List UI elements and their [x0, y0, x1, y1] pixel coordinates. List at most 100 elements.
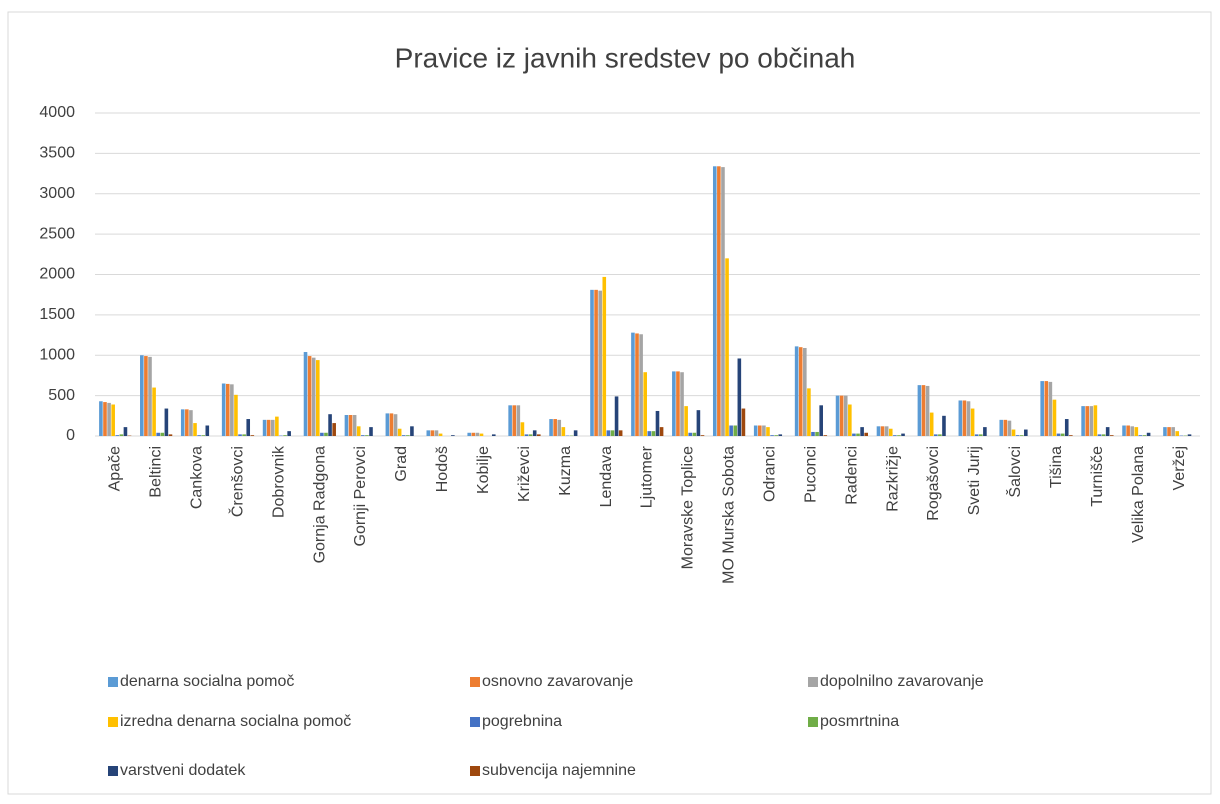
bar	[308, 356, 312, 436]
bar	[823, 435, 827, 436]
y-tick-label: 1000	[39, 346, 75, 363]
bar	[693, 433, 697, 436]
x-tick-label: Lendava	[598, 446, 615, 507]
bar	[934, 434, 938, 436]
bar	[922, 385, 926, 436]
bar	[345, 415, 349, 436]
bar	[979, 434, 983, 436]
bar	[480, 434, 484, 436]
bar	[476, 433, 480, 436]
bar	[860, 427, 864, 436]
bar	[590, 290, 594, 436]
bar	[619, 430, 623, 436]
bar	[1188, 434, 1192, 436]
bar	[819, 405, 823, 436]
bar	[1143, 435, 1147, 436]
x-tick-label: Apače	[107, 446, 124, 491]
bar	[774, 435, 778, 436]
bar	[111, 405, 115, 436]
bar	[938, 434, 942, 436]
bar	[189, 410, 193, 436]
bar	[1163, 427, 1167, 436]
legend-label: subvencija najemnine	[482, 762, 636, 779]
bar	[533, 430, 537, 436]
bar	[365, 435, 369, 436]
bar	[848, 405, 852, 436]
bar	[684, 406, 688, 436]
bar	[611, 430, 615, 436]
x-tick-label: Velika Polana	[1130, 446, 1147, 543]
bar	[1085, 406, 1089, 436]
bar	[537, 434, 541, 436]
bar	[439, 434, 443, 436]
bar	[811, 432, 815, 436]
bar	[529, 434, 533, 436]
bar	[778, 434, 782, 436]
bar	[120, 434, 124, 436]
bar	[864, 433, 868, 436]
legend-swatch	[470, 766, 480, 776]
x-tick-label: Radenci	[843, 446, 860, 505]
bar	[140, 355, 144, 436]
bar	[652, 431, 656, 436]
bar	[717, 166, 721, 436]
bar	[357, 426, 361, 436]
bar	[1012, 430, 1016, 436]
bar	[971, 409, 975, 436]
y-tick-label: 1500	[39, 306, 75, 323]
bar	[1008, 421, 1012, 436]
bar	[901, 434, 905, 436]
bar	[688, 433, 692, 436]
bar	[1061, 434, 1065, 436]
legend-label: varstveni dodatek	[120, 762, 246, 779]
bar	[926, 386, 930, 436]
bar	[635, 333, 639, 436]
bar	[238, 434, 242, 436]
bar	[574, 430, 578, 436]
bar	[1057, 434, 1061, 436]
bar	[713, 166, 717, 436]
bar	[701, 435, 705, 436]
x-tick-label: Cankova	[189, 446, 206, 509]
bar	[160, 433, 164, 436]
bar	[1106, 427, 1110, 436]
x-tick-label: Kuzma	[557, 446, 574, 496]
bar	[770, 435, 774, 436]
bar	[762, 426, 766, 436]
x-tick-label: Turnišče	[1089, 446, 1106, 507]
bar	[267, 420, 271, 436]
bar	[1069, 435, 1073, 436]
bar	[697, 410, 701, 436]
bar	[639, 334, 643, 436]
bar	[1020, 435, 1024, 436]
y-tick-label: 2000	[39, 266, 75, 283]
bar	[856, 434, 860, 436]
bar	[840, 396, 844, 436]
x-tick-label: Hodoš	[434, 446, 451, 492]
x-tick-label: Kobilje	[475, 446, 492, 494]
x-tick-label: Šalovci	[1005, 446, 1024, 498]
bar	[304, 352, 308, 436]
bar	[222, 384, 226, 436]
bar	[386, 413, 390, 436]
bar	[410, 426, 414, 436]
bar	[1065, 419, 1069, 436]
x-tick-label: Tišina	[1048, 446, 1065, 488]
bar	[263, 420, 267, 436]
bar	[733, 426, 737, 436]
bar	[185, 409, 189, 436]
bar	[1139, 435, 1143, 436]
bar	[807, 388, 811, 436]
bar	[721, 167, 725, 436]
bar	[312, 358, 316, 436]
bar	[181, 409, 185, 436]
bar	[1130, 426, 1134, 436]
legend-label: posmrtnina	[820, 713, 899, 730]
bar	[1090, 406, 1094, 436]
bar	[631, 333, 635, 436]
bar	[975, 434, 979, 436]
x-tick-label: Puconci	[802, 446, 819, 503]
bar	[1098, 434, 1102, 436]
bar	[320, 433, 324, 436]
bar	[889, 429, 893, 436]
